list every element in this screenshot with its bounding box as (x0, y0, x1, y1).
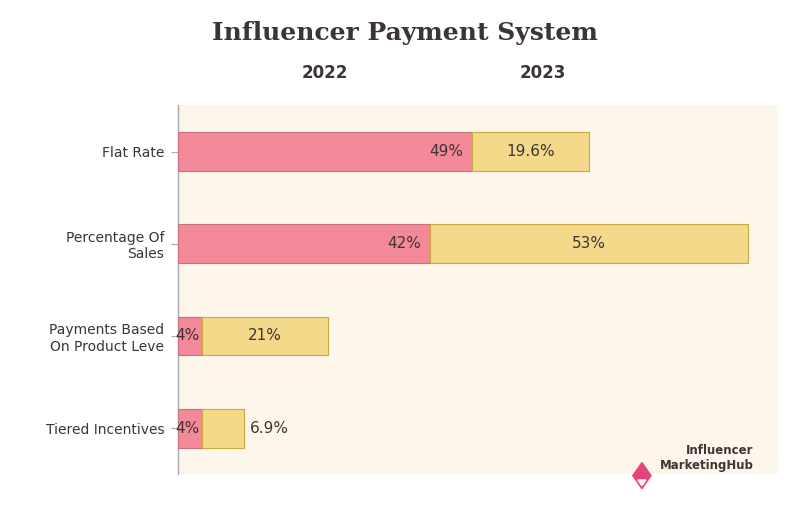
Text: 6.9%: 6.9% (249, 421, 288, 436)
Text: 4%: 4% (175, 328, 199, 344)
Text: Influencer
MarketingHub: Influencer MarketingHub (659, 444, 753, 473)
Bar (430, 225, 748, 263)
Text: 42%: 42% (387, 236, 421, 251)
Bar (202, 409, 244, 447)
Text: 19.6%: 19.6% (506, 144, 555, 159)
Bar (178, 225, 430, 263)
Bar (472, 132, 590, 171)
Bar (202, 317, 328, 355)
Bar (178, 132, 472, 171)
Polygon shape (638, 480, 646, 486)
Polygon shape (633, 463, 651, 489)
Bar (178, 317, 202, 355)
Text: 4%: 4% (175, 421, 199, 436)
Text: Influencer Payment System: Influencer Payment System (212, 21, 598, 45)
Text: 53%: 53% (572, 236, 606, 251)
Text: 49%: 49% (429, 144, 463, 159)
Text: 2022: 2022 (302, 64, 348, 82)
Text: 21%: 21% (248, 328, 282, 344)
Text: 2023: 2023 (519, 64, 566, 82)
Bar (178, 409, 202, 447)
